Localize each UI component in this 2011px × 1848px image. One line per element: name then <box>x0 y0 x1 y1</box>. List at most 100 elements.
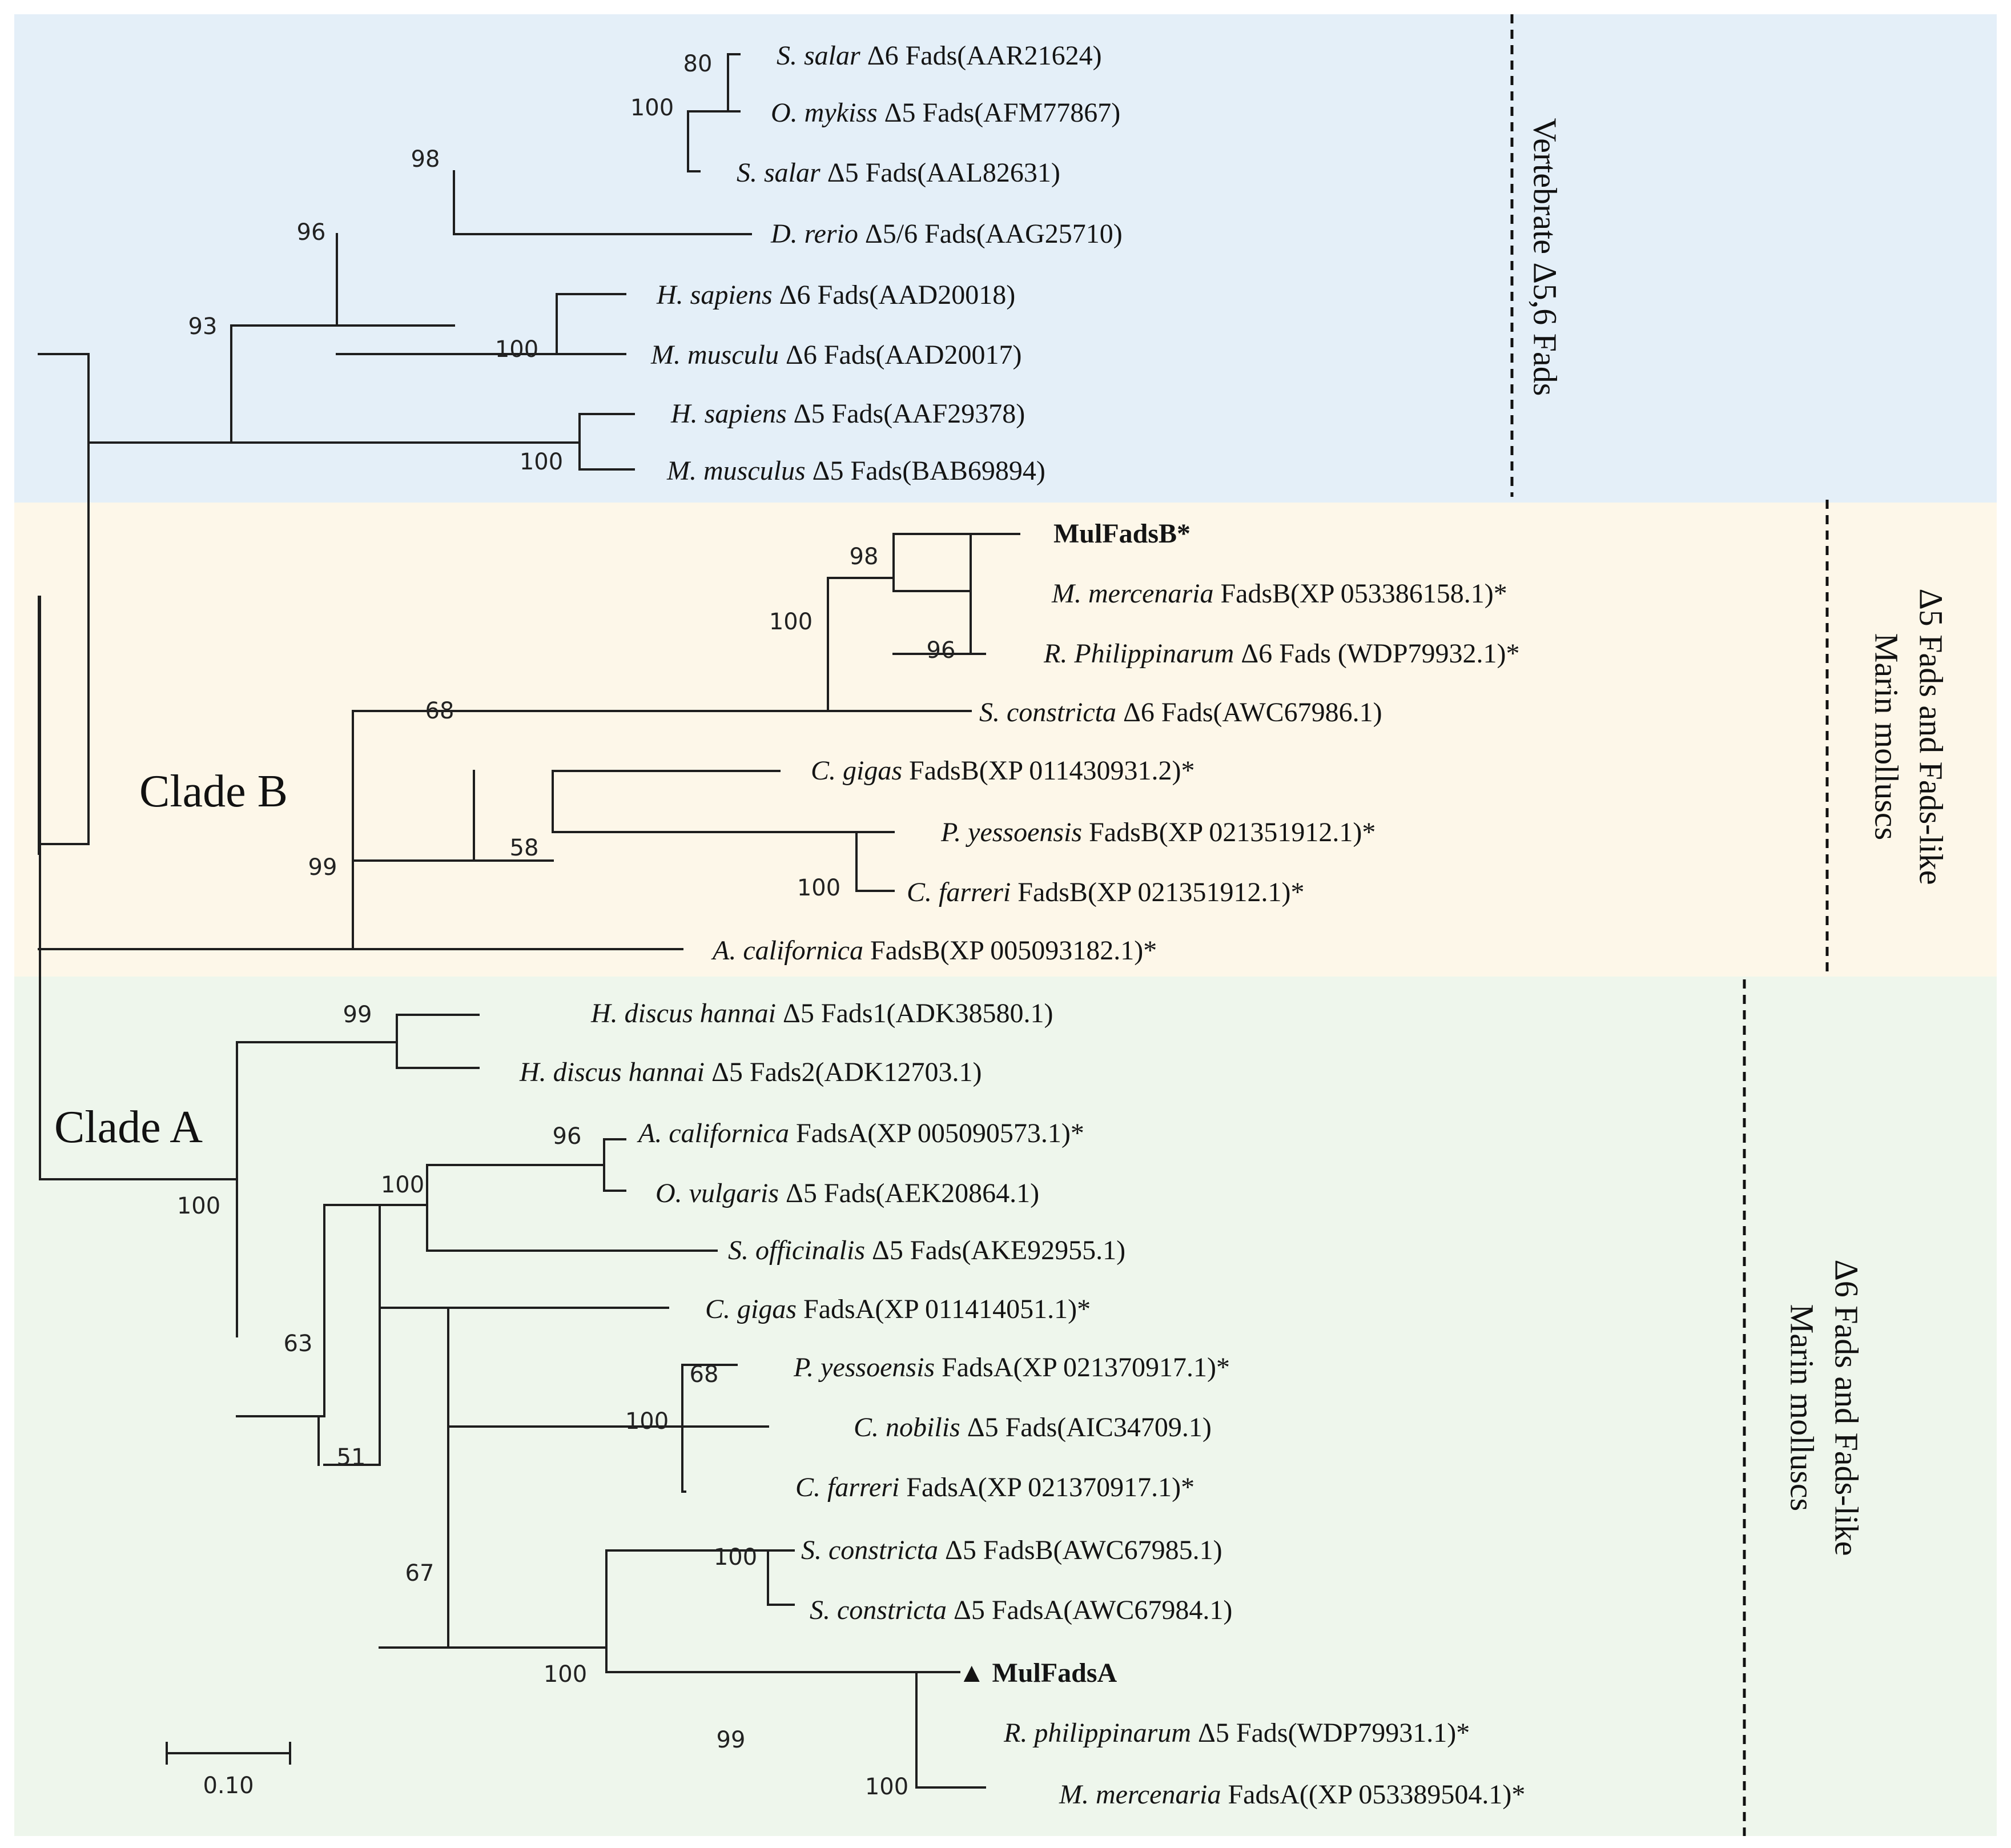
species-name: M. mercenaria <box>1059 1779 1221 1810</box>
leaf-label: R. Philippinarum Δ6 Fads (WDP79932.1)* <box>1043 638 1520 669</box>
gene-description: FadsB(XP 021351912.1)* <box>1082 817 1375 847</box>
gene-description: MulFadsA <box>992 1658 1117 1688</box>
leaf-label: A. californica FadsB(XP 005093182.1)* <box>711 935 1157 966</box>
bootstrap-value: 98 <box>850 544 879 570</box>
gene-description: Δ5 Fads(AKE92955.1) <box>865 1235 1125 1266</box>
species-name: H. sapiens <box>656 280 773 310</box>
gene-description: Δ5 Fads(BAB69894) <box>806 456 1045 486</box>
bootstrap-value: 100 <box>520 449 563 475</box>
species-name: D. rerio <box>770 219 858 249</box>
bootstrap-value: 100 <box>630 95 674 121</box>
group-label-molluscs_a: Δ6 Fads and Fads-like <box>1828 1260 1865 1556</box>
gene-description: Δ5 Fads(AIC34709.1) <box>960 1412 1212 1443</box>
bootstrap-value: 67 <box>405 1560 435 1586</box>
tree-branches <box>38 53 1020 1789</box>
bootstrap-value: 99 <box>343 1002 372 1028</box>
bootstrap-value: 100 <box>714 1544 757 1570</box>
species-name: C. farreri <box>907 877 1011 907</box>
scale-bar-label: 0.10 <box>203 1773 254 1799</box>
leaf-label: H. sapiens Δ6 Fads(AAD20018) <box>656 280 1015 310</box>
leaf-label: C. nobilis Δ5 Fads(AIC34709.1) <box>854 1412 1212 1443</box>
leaf-label: S. constricta Δ6 Fads(AWC67986.1) <box>979 697 1382 728</box>
species-name: M. musculu <box>650 340 779 370</box>
leaf-label: H. sapiens Δ5 Fads(AAF29378) <box>670 399 1025 429</box>
clade-b-label: Clade B <box>139 766 288 817</box>
group-label-vertebrate: Vertebrate Δ5,6 Fads <box>1527 118 1564 396</box>
species-name: O. vulgaris <box>655 1178 779 1208</box>
bootstrap-value: 80 <box>683 51 713 77</box>
gene-description: Δ6 Fads (WDP79932.1)* <box>1234 638 1519 669</box>
gene-description: FadsA(XP 021370917.1)* <box>899 1472 1194 1502</box>
species-name: H. discus hannai <box>519 1057 705 1087</box>
bootstrap-value: 98 <box>411 146 440 172</box>
bootstrap-value: 100 <box>625 1408 669 1435</box>
leaf-label: S. salar Δ5 Fads(AAL82631) <box>737 158 1060 188</box>
species-name: S. salar <box>737 158 821 188</box>
leaf-label: S. officinalis Δ5 Fads(AKE92955.1) <box>728 1235 1125 1266</box>
bootstrap-value: 100 <box>177 1193 220 1219</box>
leaf-label: M. mercenaria FadsA((XP 053389504.1)* <box>1059 1779 1525 1810</box>
gene-description: FadsB(XP 011430931.2)* <box>902 756 1194 786</box>
leaf-label: O. mykiss Δ5 Fads(AFM77867) <box>771 98 1120 128</box>
species-name: S. constricta <box>801 1535 938 1565</box>
species-name: P. yessoensis <box>793 1352 935 1383</box>
gene-description: FadsA((XP 053389504.1)* <box>1221 1779 1525 1810</box>
leaf-label: M. mercenaria FadsB(XP 053386158.1)* <box>1051 578 1507 609</box>
bootstrap-value: 100 <box>381 1172 424 1198</box>
gene-description: Δ5 FadsA(AWC67984.1) <box>947 1595 1232 1625</box>
gene-description: Δ5 Fads(AAF29378) <box>787 399 1025 429</box>
bootstrap-value: 99 <box>308 854 337 881</box>
gene-description: Δ5 Fads(AFM77867) <box>878 98 1121 128</box>
leaf-label: S. constricta Δ5 FadsB(AWC67985.1) <box>801 1535 1222 1565</box>
leaf-label: S. salar Δ6 Fads(AAR21624) <box>777 41 1102 71</box>
gene-description: Δ5 FadsB(AWC67985.1) <box>938 1535 1222 1565</box>
gene-description: Δ5 Fads(AAL82631) <box>821 158 1060 188</box>
bootstrap-value: 51 <box>337 1444 366 1471</box>
background-regions <box>14 14 1997 1836</box>
bootstrap-value: 68 <box>690 1361 719 1388</box>
species-name: C. gigas <box>705 1294 797 1324</box>
bootstrap-value: 100 <box>865 1774 908 1800</box>
gene-description: FadsA(XP 011414051.1)* <box>797 1294 1091 1324</box>
bootstrap-value: 93 <box>188 314 218 340</box>
bootstrap-value: 100 <box>769 609 813 635</box>
leaf-label: P. yessoensis FadsB(XP 021351912.1)* <box>940 817 1375 847</box>
gene-description: MulFadsB* <box>1053 519 1190 549</box>
gene-description: Δ5 Fads(AEK20864.1) <box>779 1178 1039 1208</box>
group-label-molluscs_b: Marin molluscs <box>1868 633 1905 840</box>
species-name: R. philippinarum <box>1003 1718 1191 1748</box>
gene-description: Δ5 Fads(WDP79931.1)* <box>1191 1718 1470 1748</box>
scale-bar: 0.10 <box>166 1742 291 1799</box>
gene-description: FadsA(XP 021370917.1)* <box>935 1352 1230 1383</box>
species-name: M. mercenaria <box>1051 578 1213 609</box>
gene-description: Δ6 Fads(AAD20018) <box>773 280 1016 310</box>
group-label-molluscs_a: Marin molluscs <box>1784 1304 1821 1511</box>
species-name: A. californica <box>711 935 863 966</box>
bootstrap-value: 68 <box>425 698 455 724</box>
gene-description: FadsB(XP 053386158.1)* <box>1213 578 1507 609</box>
species-name: S. officinalis <box>728 1235 865 1266</box>
species-name: C. gigas <box>811 756 902 786</box>
leaf-label: C. farreri FadsA(XP 021370917.1)* <box>795 1472 1194 1502</box>
region-vertebrate <box>14 14 1997 503</box>
leaf-label: H. discus hannai Δ5 Fads2(ADK12703.1) <box>519 1057 982 1087</box>
bootstrap-value: 96 <box>927 637 956 664</box>
gene-description: Δ5 Fads1(ADK38580.1) <box>776 998 1053 1029</box>
bootstrap-value: 100 <box>495 336 538 363</box>
bootstrap-value: 58 <box>510 835 539 861</box>
triangle-marker-icon: ▲ <box>958 1658 992 1688</box>
species-name: A. californica <box>637 1118 789 1148</box>
species-name: C. nobilis <box>854 1412 960 1443</box>
bootstrap-value: 63 <box>284 1331 313 1357</box>
gene-description: FadsA(XP 005090573.1)* <box>789 1118 1084 1148</box>
bootstrap-value: 100 <box>797 875 840 901</box>
region-cladeB <box>14 503 1997 977</box>
group-label-molluscs_b: Δ5 Fads and Fads-like <box>1913 589 1950 885</box>
leaf-label: C. gigas FadsA(XP 011414051.1)* <box>705 1294 1091 1324</box>
leaf-labels: S. salar Δ6 Fads(AAR21624) O. mykiss Δ5 F… <box>519 41 1525 1810</box>
leaf-label: M. musculu Δ6 Fads(AAD20017) <box>650 340 1021 370</box>
gene-description: FadsB(XP 005093182.1)* <box>863 935 1157 966</box>
species-name: M. musculus <box>666 456 806 486</box>
bootstrap-value: 96 <box>297 219 326 246</box>
species-name: O. mykiss <box>771 98 878 128</box>
